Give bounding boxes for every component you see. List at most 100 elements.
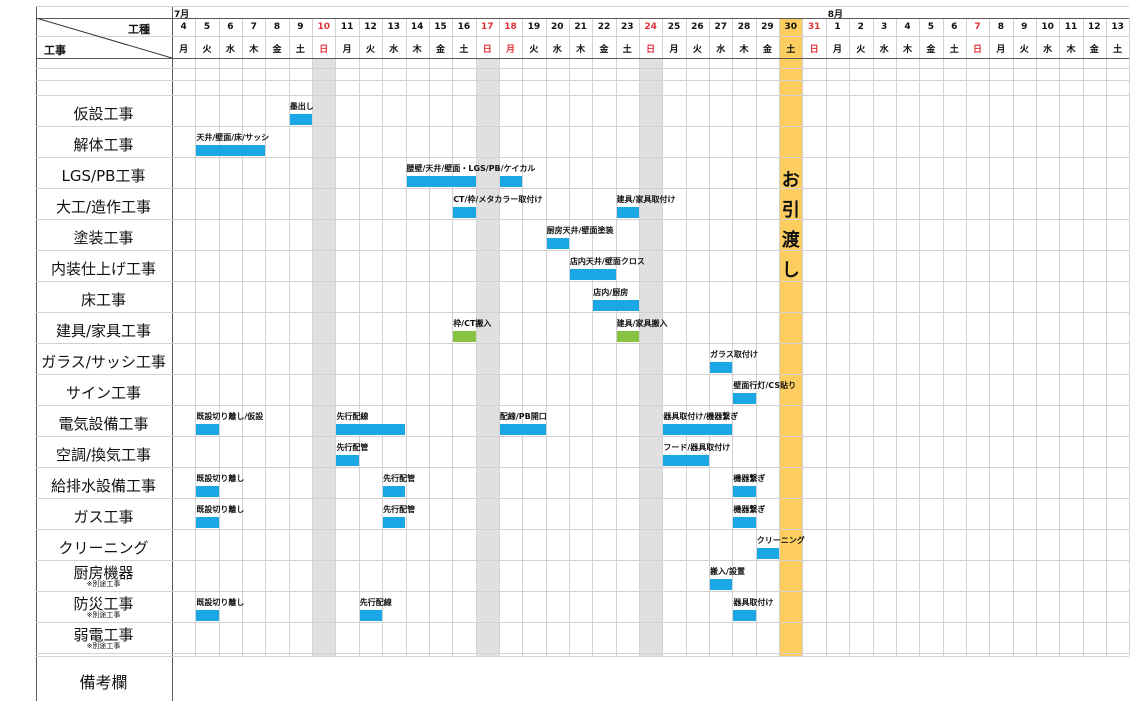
day-number: 5	[203, 22, 211, 32]
spacer-hline	[36, 68, 1130, 69]
day-number: 7	[974, 22, 981, 32]
trade-name: 防災工事	[73, 595, 134, 613]
grid-vline	[615, 18, 617, 656]
task-bar	[383, 517, 406, 528]
day-number: 15	[434, 22, 447, 32]
day-number: 7	[250, 22, 257, 32]
grid-vline	[895, 18, 897, 656]
task-label: 天井/壁面/床/サッシ	[196, 133, 270, 142]
grid-vline	[545, 18, 547, 656]
grid-vline	[265, 18, 267, 656]
task-label: 既設切り離し	[196, 474, 245, 483]
trade-name: 空調/換気工事	[55, 446, 152, 464]
day-number: 4	[180, 22, 187, 32]
trade-note: ※別途工事	[86, 611, 121, 619]
holiday-column-shade	[639, 58, 663, 656]
task-bar	[756, 548, 780, 559]
day-number: 3	[881, 22, 888, 32]
trade-name: 塗装工事	[73, 229, 134, 247]
task-bar	[733, 517, 756, 528]
task-label: フード/器具取付け	[663, 443, 731, 452]
day-number: 27	[714, 22, 727, 32]
task-label: 店内天井/壁面クロス	[569, 257, 645, 266]
task-label: 機器繋ぎ	[733, 505, 766, 514]
task-label: 機器繋ぎ	[733, 474, 766, 483]
day-of-week: 水	[879, 45, 889, 55]
day-of-week: 金	[926, 45, 936, 55]
day-of-week: 日	[973, 45, 983, 55]
day-number: 11	[1064, 22, 1078, 32]
task-bar	[196, 517, 219, 528]
handover-char: 渡	[781, 230, 800, 251]
day-of-week: 水	[225, 45, 235, 55]
day-of-week: 火	[365, 45, 375, 55]
trade-name: 弱電工事	[73, 626, 134, 644]
grid-vline	[428, 18, 430, 656]
trade-name: 解体工事	[73, 136, 134, 154]
row-hline	[36, 126, 1130, 127]
holiday-column-shade	[475, 58, 499, 656]
trade-name: ガス工事	[73, 508, 134, 526]
task-bar	[336, 455, 359, 466]
grid-vline	[312, 18, 314, 656]
header-hline	[36, 36, 1130, 37]
day-of-week: 木	[576, 45, 586, 55]
grid-vline	[592, 18, 594, 656]
task-bar	[710, 579, 733, 590]
grid-vline	[405, 18, 407, 656]
grid-vline	[1129, 18, 1131, 656]
task-bar	[733, 610, 756, 621]
day-of-week: 土	[949, 45, 959, 55]
task-bar	[196, 424, 219, 435]
day-number: 22	[597, 22, 611, 32]
task-label: 搬入/設置	[710, 567, 745, 576]
trade-name: サイン工事	[65, 384, 141, 402]
month-label: 7月	[174, 10, 190, 20]
task-bar	[289, 114, 313, 125]
day-of-week: 火	[856, 45, 866, 55]
day-number: 21	[574, 22, 587, 32]
task-bar	[710, 362, 733, 373]
day-of-week: 土	[786, 45, 796, 55]
row-hline	[36, 343, 1130, 344]
day-number: 12	[1088, 22, 1101, 32]
task-label: 墨出し	[289, 102, 314, 111]
day-of-week: 土	[459, 45, 469, 55]
corner-diagonal	[36, 18, 172, 58]
row-hline	[36, 188, 1130, 189]
row-hline	[36, 436, 1130, 437]
trade-name: 給排水設備工事	[50, 477, 156, 495]
handover-char: し	[781, 260, 800, 281]
trade-name: クリーニング	[58, 539, 149, 557]
grid-vline	[218, 18, 220, 656]
day-number: 13	[1111, 22, 1124, 32]
day-of-week: 木	[903, 45, 913, 55]
trade-name: ガラス/サッシ工事	[41, 353, 166, 371]
task-bar	[546, 238, 569, 249]
corner-work-label: 工事	[44, 44, 66, 57]
row-hline	[36, 374, 1130, 375]
trade-name: 床工事	[80, 291, 126, 309]
trade-name: 内装仕上げ工事	[50, 260, 156, 278]
day-number: 16	[457, 22, 471, 32]
day-number: 29	[761, 22, 774, 32]
day-of-week: 土	[295, 45, 305, 55]
trade-note: ※別途工事	[86, 642, 121, 650]
day-of-week: 水	[389, 45, 399, 55]
grid-vline	[825, 18, 827, 656]
handover-char: お	[781, 170, 800, 191]
task-bar	[499, 176, 523, 187]
day-number: 17	[480, 22, 494, 32]
day-of-week: 土	[622, 45, 632, 55]
day-number: 9	[1021, 22, 1028, 32]
grid-vline	[288, 18, 290, 656]
grid-vline	[849, 18, 851, 656]
day-of-week: 土	[1113, 45, 1123, 55]
frame-vline	[36, 6, 37, 701]
task-bar	[733, 486, 756, 497]
header-hline	[36, 58, 1130, 59]
day-number: 28	[737, 22, 751, 32]
trade-name: LGS/PB工事	[61, 167, 146, 185]
day-of-week: 日	[646, 45, 656, 55]
grid-vline	[475, 18, 477, 656]
